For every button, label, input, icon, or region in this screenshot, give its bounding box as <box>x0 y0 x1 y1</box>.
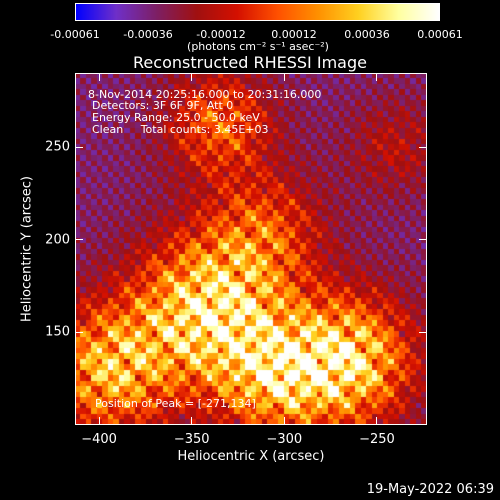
y-tick-mark <box>419 331 427 333</box>
colorbar-tick-label: -0.00061 <box>50 28 100 41</box>
y-tick-mark <box>419 239 427 241</box>
timestamp: 19-May-2022 06:39 <box>366 482 494 497</box>
chart-title: Reconstructed RHESSI Image <box>133 53 367 72</box>
x-tick-mark <box>191 417 193 425</box>
annotation-method: Clean Total counts: 3.45E+03 <box>92 123 269 136</box>
x-tick-mark <box>98 417 100 425</box>
annotation-detectors: Detectors: 3F 6F 9F, Att 0 <box>92 99 234 112</box>
y-tick-label: 150 <box>45 324 70 340</box>
y-tick-mark <box>75 146 83 148</box>
x-tick-mark <box>283 417 285 425</box>
annotation-time-range: 8-Nov-2014 20:25:16.000 to 20:31:16.000 <box>88 88 322 101</box>
colorbar-units: (photons cm⁻² s⁻¹ asec⁻²) <box>187 40 329 53</box>
colorbar-tick-label: -0.00036 <box>123 28 173 41</box>
x-axis-label: Heliocentric X (arcsec) <box>177 449 325 464</box>
x-tick-label: −250 <box>359 432 395 447</box>
x-tick-mark <box>98 73 100 81</box>
x-tick-mark <box>376 73 378 81</box>
colorbar-tick-label: -0.00012 <box>196 28 246 41</box>
y-tick-mark <box>75 239 83 241</box>
y-tick-label: 250 <box>45 139 70 155</box>
x-tick-label: −350 <box>173 432 210 447</box>
colorbar-tick-label: 0.00012 <box>271 28 317 41</box>
x-tick-mark <box>191 73 193 81</box>
y-axis-label: Heliocentric Y (arcsec) <box>19 176 35 322</box>
x-tick-mark <box>283 73 285 81</box>
colorbar <box>75 3 440 21</box>
y-tick-label: 200 <box>45 232 70 248</box>
heatmap-image <box>75 73 427 425</box>
y-tick-mark <box>419 146 427 148</box>
x-tick-mark <box>376 417 378 425</box>
colorbar-tick-label: 0.00036 <box>344 28 390 41</box>
x-tick-label: −400 <box>81 432 117 447</box>
annotation-peak: Position of Peak = [-271,134] <box>95 397 256 410</box>
x-tick-label: −300 <box>266 432 303 447</box>
annotation-energy: Energy Range: 25.0 - 50.0 keV <box>92 111 260 124</box>
y-tick-mark <box>75 331 83 333</box>
colorbar-tick-label: 0.00061 <box>417 28 463 41</box>
plot-frame <box>75 73 427 425</box>
